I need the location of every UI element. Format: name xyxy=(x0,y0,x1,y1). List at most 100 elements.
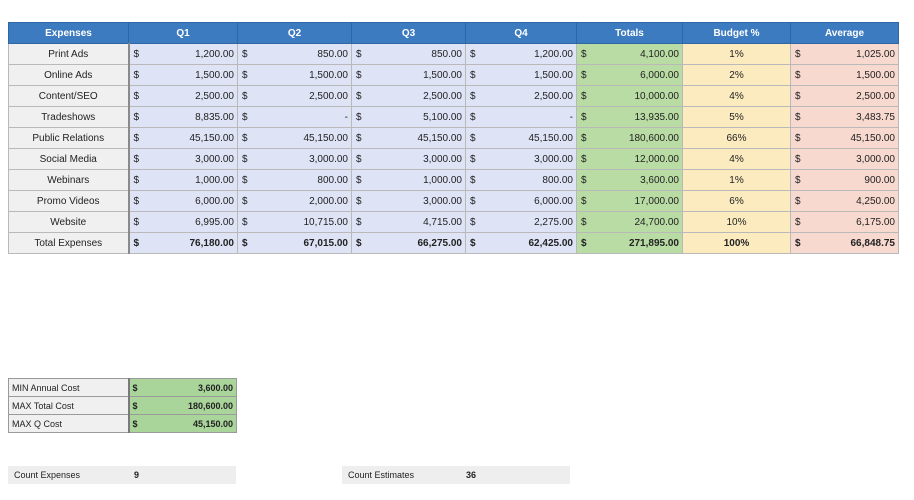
expense-label[interactable]: Tradeshows xyxy=(8,106,130,128)
q1-cell[interactable]: $8,835.00 xyxy=(128,106,238,128)
budget-pct-cell[interactable]: 1% xyxy=(682,43,791,65)
q1-cell[interactable]: $1,500.00 xyxy=(128,64,238,86)
q1-cell[interactable]: $6,995.00 xyxy=(128,211,238,233)
expense-label[interactable]: Total Expenses xyxy=(8,232,130,254)
summary-label[interactable]: MAX Total Cost xyxy=(8,396,130,415)
average-cell[interactable]: $1,025.00 xyxy=(790,43,899,65)
summary-value-cell[interactable]: $45,150.00 xyxy=(128,414,237,433)
q3-cell[interactable]: $45,150.00 xyxy=(351,127,466,149)
q1-cell[interactable]: $3,000.00 xyxy=(128,148,238,170)
average-cell[interactable]: $66,848.75 xyxy=(790,232,899,254)
total-cell[interactable]: $4,100.00 xyxy=(576,43,683,65)
q3-cell[interactable]: $3,000.00 xyxy=(351,148,466,170)
average-cell[interactable]: $3,483.75 xyxy=(790,106,899,128)
q2-cell[interactable]: $ - xyxy=(237,106,352,128)
q2-cell[interactable]: $67,015.00 xyxy=(237,232,352,254)
q3-cell[interactable]: $3,000.00 xyxy=(351,190,466,212)
budget-pct-cell[interactable]: 6% xyxy=(682,190,791,212)
total-cell[interactable]: $13,935.00 xyxy=(576,106,683,128)
q3-cell[interactable]: $4,715.00 xyxy=(351,211,466,233)
total-cell[interactable]: $17,000.00 xyxy=(576,190,683,212)
expense-label[interactable]: Webinars xyxy=(8,169,130,191)
header-budget-pct[interactable]: Budget % xyxy=(682,22,791,44)
q3-cell[interactable]: $850.00 xyxy=(351,43,466,65)
budget-pct-cell[interactable]: 2% xyxy=(682,64,791,86)
average-cell[interactable]: $4,250.00 xyxy=(790,190,899,212)
total-cell[interactable]: $6,000.00 xyxy=(576,64,683,86)
header-q1[interactable]: Q1 xyxy=(128,22,238,44)
q2-cell[interactable]: $2,500.00 xyxy=(237,85,352,107)
q1-cell[interactable]: $2,500.00 xyxy=(128,85,238,107)
q2-cell[interactable]: $850.00 xyxy=(237,43,352,65)
q2-cell[interactable]: $3,000.00 xyxy=(237,148,352,170)
q2-cell[interactable]: $2,000.00 xyxy=(237,190,352,212)
header-q2[interactable]: Q2 xyxy=(237,22,352,44)
expense-label[interactable]: Social Media xyxy=(8,148,130,170)
q4-cell[interactable]: $800.00 xyxy=(465,169,577,191)
average-cell[interactable]: $6,175.00 xyxy=(790,211,899,233)
currency-symbol: $ xyxy=(242,237,248,249)
expense-label[interactable]: Print Ads xyxy=(8,43,130,65)
q3-cell[interactable]: $2,500.00 xyxy=(351,85,466,107)
currency-symbol: $ xyxy=(133,174,140,186)
summary-value-cell[interactable]: $180,600.00 xyxy=(128,396,237,415)
q4-cell[interactable]: $1,500.00 xyxy=(465,64,577,86)
q1-cell[interactable]: $1,200.00 xyxy=(128,43,238,65)
q1-cell[interactable]: $45,150.00 xyxy=(128,127,238,149)
currency-symbol: $ xyxy=(795,111,801,123)
budget-pct-cell[interactable]: 4% xyxy=(682,85,791,107)
q2-cell[interactable]: $10,715.00 xyxy=(237,211,352,233)
budget-pct-cell[interactable]: 5% xyxy=(682,106,791,128)
average-cell[interactable]: $2,500.00 xyxy=(790,85,899,107)
header-average[interactable]: Average xyxy=(790,22,899,44)
q1-cell[interactable]: $1,000.00 xyxy=(128,169,238,191)
q4-cell[interactable]: $1,200.00 xyxy=(465,43,577,65)
q4-cell[interactable]: $ - xyxy=(465,106,577,128)
q4-cell[interactable]: $2,275.00 xyxy=(465,211,577,233)
q4-cell[interactable]: $2,500.00 xyxy=(465,85,577,107)
q2-cell[interactable]: $1,500.00 xyxy=(237,64,352,86)
average-cell[interactable]: $1,500.00 xyxy=(790,64,899,86)
q2-cell[interactable]: $45,150.00 xyxy=(237,127,352,149)
budget-pct-cell[interactable]: 1% xyxy=(682,169,791,191)
summary-label[interactable]: MIN Annual Cost xyxy=(8,378,130,397)
summary-value-cell[interactable]: $3,600.00 xyxy=(128,378,237,397)
count-expenses[interactable]: Count Expenses 9 xyxy=(8,466,236,484)
expense-label[interactable]: Online Ads xyxy=(8,64,130,86)
count-estimates-value: 36 xyxy=(466,470,477,480)
total-cell[interactable]: $180,600.00 xyxy=(576,127,683,149)
expense-label[interactable]: Promo Videos xyxy=(8,190,130,212)
header-q4[interactable]: Q4 xyxy=(465,22,577,44)
average-cell[interactable]: $45,150.00 xyxy=(790,127,899,149)
q3-cell[interactable]: $5,100.00 xyxy=(351,106,466,128)
q4-cell[interactable]: $62,425.00 xyxy=(465,232,577,254)
header-q3[interactable]: Q3 xyxy=(351,22,466,44)
budget-pct-cell[interactable]: 66% xyxy=(682,127,791,149)
q1-cell[interactable]: $6,000.00 xyxy=(128,190,238,212)
budget-pct-cell[interactable]: 10% xyxy=(682,211,791,233)
average-cell[interactable]: $900.00 xyxy=(790,169,899,191)
budget-pct-cell[interactable]: 100% xyxy=(682,232,791,254)
q4-cell[interactable]: $3,000.00 xyxy=(465,148,577,170)
q1-cell[interactable]: $76,180.00 xyxy=(128,232,238,254)
header-totals[interactable]: Totals xyxy=(576,22,683,44)
budget-pct-cell[interactable]: 4% xyxy=(682,148,791,170)
expense-label[interactable]: Public Relations xyxy=(8,127,130,149)
summary-label[interactable]: MAX Q Cost xyxy=(8,414,130,433)
count-estimates[interactable]: Count Estimates 36 xyxy=(342,466,570,484)
expense-label[interactable]: Content/SEO xyxy=(8,85,130,107)
q3-cell[interactable]: $1,000.00 xyxy=(351,169,466,191)
q4-cell[interactable]: $45,150.00 xyxy=(465,127,577,149)
average-cell[interactable]: $3,000.00 xyxy=(790,148,899,170)
total-cell[interactable]: $3,600.00 xyxy=(576,169,683,191)
expense-label[interactable]: Website xyxy=(8,211,130,233)
q4-cell[interactable]: $6,000.00 xyxy=(465,190,577,212)
total-cell[interactable]: $10,000.00 xyxy=(576,85,683,107)
total-cell[interactable]: $24,700.00 xyxy=(576,211,683,233)
q3-cell[interactable]: $1,500.00 xyxy=(351,64,466,86)
total-cell[interactable]: $271,895.00 xyxy=(576,232,683,254)
q3-cell[interactable]: $66,275.00 xyxy=(351,232,466,254)
q2-cell[interactable]: $800.00 xyxy=(237,169,352,191)
total-cell[interactable]: $12,000.00 xyxy=(576,148,683,170)
header-expenses[interactable]: Expenses xyxy=(8,22,129,44)
